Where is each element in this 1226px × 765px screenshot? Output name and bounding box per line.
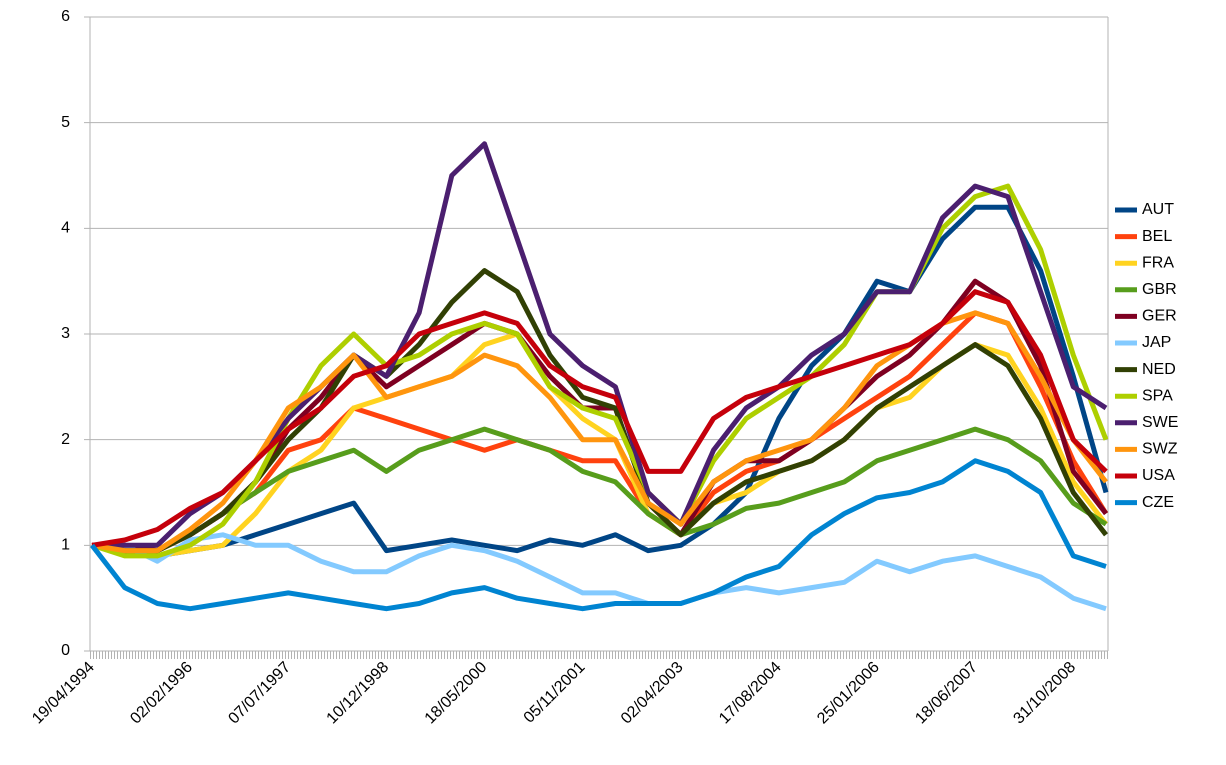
y-tick-label: 3 [61, 325, 70, 342]
series-line [91, 204, 1109, 559]
y-tick-label: 2 [61, 431, 70, 448]
legend-label: CZE [1142, 494, 1174, 511]
x-tick-label: 31/10/2008 [1010, 659, 1079, 728]
legend-label: SWZ [1142, 441, 1178, 458]
x-tick-label: 17/08/2004 [716, 659, 785, 728]
x-tick-label: 19/04/1994 [29, 659, 98, 728]
x-tick-label: 05/11/2001 [521, 659, 589, 727]
series-line [92, 532, 1107, 612]
x-tick-label: 25/01/2006 [814, 659, 883, 728]
series-line [90, 458, 1107, 612]
legend-label: SWE [1142, 414, 1178, 431]
x-tick-label: 02/04/2003 [618, 659, 687, 728]
series-line [91, 310, 1109, 554]
series-line [91, 289, 1108, 548]
x-tick-label: 18/06/2007 [912, 659, 981, 728]
x-tick-label: 02/02/1996 [127, 659, 196, 728]
series-line [91, 183, 1109, 559]
series-line [91, 426, 1108, 554]
series-line [91, 331, 1108, 559]
legend-label: JAP [1142, 334, 1171, 351]
series-line [92, 141, 1108, 548]
legend-label: AUT [1142, 201, 1174, 218]
legend-label: GER [1142, 308, 1177, 325]
x-tick-label: 07/07/1997 [225, 659, 294, 728]
legend-label: BEL [1142, 228, 1172, 245]
y-tick-label: 6 [61, 8, 70, 25]
y-tick-label: 4 [61, 220, 70, 237]
minor-ticks [90, 651, 1108, 659]
legend-label: FRA [1142, 254, 1174, 271]
legend-label: NED [1142, 361, 1176, 378]
legend-label: USA [1142, 467, 1175, 484]
legend-label: SPA [1142, 387, 1173, 404]
y-tick-label: 5 [61, 114, 70, 131]
legend-label: GBR [1142, 281, 1177, 298]
y-tick-label: 1 [61, 537, 70, 554]
y-tick-label: 0 [61, 642, 70, 659]
x-tick-label: 18/05/2000 [422, 659, 491, 728]
x-tick-label: 10/12/1998 [324, 659, 393, 728]
